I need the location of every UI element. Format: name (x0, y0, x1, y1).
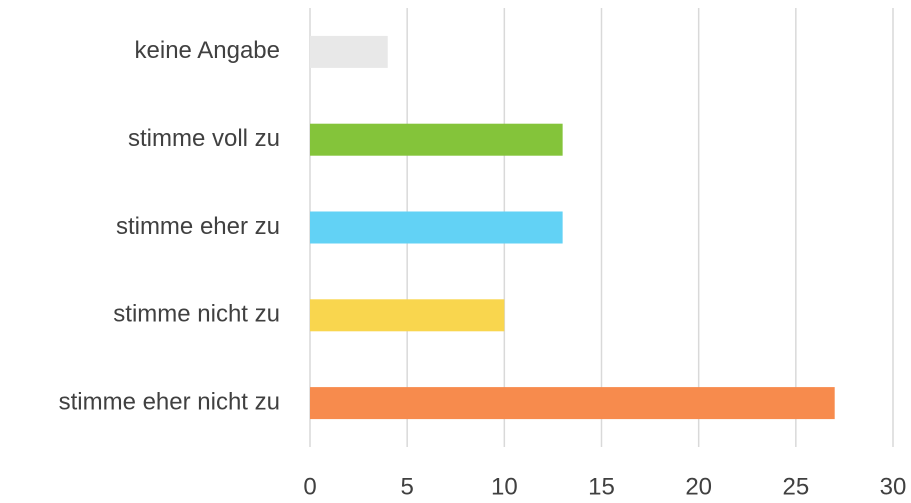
x-tick-label: 25 (782, 473, 809, 500)
y-tick-label: stimme nicht zu (113, 301, 280, 328)
x-tick-label: 10 (491, 473, 518, 500)
y-tick-label: stimme eher nicht zu (59, 388, 280, 415)
y-tick-label: stimme eher zu (116, 213, 280, 240)
bar (310, 387, 835, 420)
x-tick-label: 5 (400, 473, 413, 500)
x-tick-label: 15 (588, 473, 615, 500)
x-tick-label: 20 (685, 473, 712, 500)
x-tick-label: 0 (303, 473, 316, 500)
bar (310, 35, 388, 68)
bar (310, 299, 505, 332)
y-tick-label: stimme voll zu (128, 125, 280, 152)
bar (310, 123, 563, 156)
bar (310, 211, 563, 244)
y-tick-label: keine Angabe (135, 37, 280, 64)
x-tick-label: 30 (880, 473, 907, 500)
